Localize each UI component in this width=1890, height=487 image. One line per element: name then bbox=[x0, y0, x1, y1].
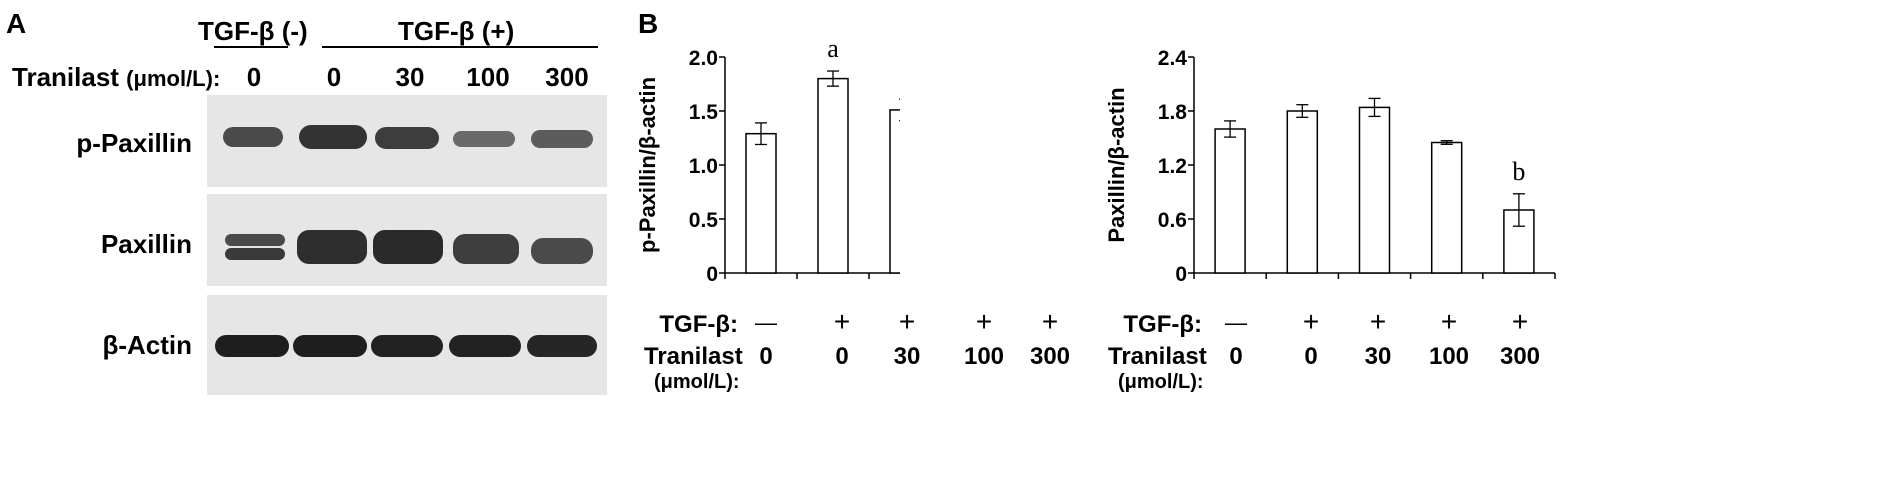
band bbox=[371, 335, 443, 357]
y-tick-label: 1.0 bbox=[689, 155, 718, 178]
tranilast-value: 300 bbox=[1499, 343, 1541, 370]
tgf-minus-header: TGF-β (-) bbox=[198, 16, 308, 46]
bar bbox=[1430, 141, 1463, 274]
bar bbox=[817, 77, 849, 274]
band bbox=[223, 127, 283, 147]
tgf-row-label: TGF-β: bbox=[659, 311, 738, 338]
y-tick-label: 1.5 bbox=[689, 101, 719, 124]
blot-row-label-paxillin: Paxillin bbox=[100, 229, 192, 259]
y-tick-label: 0.5 bbox=[689, 209, 719, 232]
lane-label: 0 bbox=[326, 62, 342, 92]
tgf-sign: + bbox=[1511, 306, 1529, 337]
tranilast-row-label: Tranilast bbox=[644, 343, 743, 370]
tranilast-unit: (μmol/L): bbox=[126, 66, 221, 91]
bar bbox=[1358, 106, 1391, 274]
band bbox=[453, 234, 519, 264]
bar bbox=[889, 109, 900, 274]
band bbox=[297, 230, 367, 264]
tgf-sign: + bbox=[898, 306, 916, 337]
band bbox=[225, 248, 285, 260]
tgf-sign: — bbox=[755, 310, 777, 335]
bar bbox=[1214, 128, 1246, 274]
band bbox=[215, 335, 289, 357]
y-tick-label: 2.0 bbox=[689, 47, 718, 70]
band bbox=[375, 127, 439, 149]
panel-b-letter: B bbox=[638, 8, 659, 39]
band bbox=[453, 131, 515, 147]
unit-row-label: (μmol/L): bbox=[1118, 371, 1204, 393]
tranilast-value: 30 bbox=[1364, 343, 1392, 370]
significance-label: b bbox=[1512, 157, 1525, 186]
band bbox=[225, 234, 285, 246]
lane-label: 300 bbox=[545, 62, 589, 92]
band bbox=[293, 335, 367, 357]
y-tick-label: 1.2 bbox=[1158, 155, 1187, 178]
y-axis-label: Paxillin/β-actin bbox=[1104, 87, 1129, 242]
tgf-plus-underline bbox=[322, 46, 598, 48]
tgf-sign: + bbox=[1440, 306, 1458, 337]
tgf-sign: + bbox=[1041, 306, 1059, 337]
bar bbox=[1286, 110, 1319, 274]
tranilast-value: 0 bbox=[759, 343, 773, 370]
tranilast-label: Tranilast (μmol/L): bbox=[12, 62, 220, 93]
y-tick-label: 0.6 bbox=[1158, 209, 1187, 232]
tgf-plus-header: TGF-β (+) bbox=[398, 16, 515, 46]
tranilast-row-label: Tranilast bbox=[1108, 343, 1207, 370]
blot-row-label-beta-actin: β-Actin bbox=[102, 330, 192, 360]
blot-row-label-p-paxillin: p-Paxillin bbox=[76, 128, 192, 158]
tranilast-value: 100 bbox=[1428, 343, 1470, 370]
y-tick-label: 2.4 bbox=[1158, 47, 1188, 70]
y-tick-label: 1.8 bbox=[1158, 101, 1188, 124]
tgf-minus-underline bbox=[214, 46, 288, 48]
tgf-sign: + bbox=[975, 306, 993, 337]
tgf-row-label: TGF-β: bbox=[1123, 311, 1202, 338]
panel-a-letter: A bbox=[6, 8, 27, 39]
tranilast-value: 300 bbox=[1029, 343, 1071, 370]
tgf-sign: + bbox=[1369, 306, 1387, 337]
lane-label: 100 bbox=[466, 62, 510, 92]
tgf-sign: + bbox=[1302, 306, 1320, 337]
band bbox=[299, 125, 367, 149]
blot-paxillin bbox=[207, 194, 607, 286]
tranilast-value: 30 bbox=[893, 343, 921, 370]
band bbox=[449, 335, 521, 357]
tranilast-value: 0 bbox=[835, 343, 849, 370]
bar-chart-p-paxillin: 00.51.01.52.0p-Paxillin/β-actinabb bbox=[635, 34, 900, 286]
blot-beta-actin bbox=[207, 295, 607, 395]
y-tick-label: 0 bbox=[706, 263, 718, 286]
tgf-sign: — bbox=[1225, 310, 1247, 335]
y-axis-label: p-Paxillin/β-actin bbox=[635, 77, 660, 253]
tranilast-label-text: Tranilast bbox=[12, 62, 119, 92]
blot-p-paxillin bbox=[207, 95, 607, 187]
tranilast-value: 0 bbox=[1304, 343, 1318, 370]
tranilast-value: 100 bbox=[963, 343, 1005, 370]
unit-row-label: (μmol/L): bbox=[654, 371, 740, 393]
band bbox=[527, 335, 597, 357]
band bbox=[373, 230, 443, 264]
y-tick-label: 0 bbox=[1175, 263, 1187, 286]
lane-label: 30 bbox=[395, 62, 425, 92]
band bbox=[531, 238, 593, 264]
significance-label: a bbox=[827, 34, 839, 63]
tgf-sign: + bbox=[833, 306, 851, 337]
tranilast-value: 0 bbox=[1229, 343, 1243, 370]
lane-label: 0 bbox=[246, 62, 262, 92]
band bbox=[531, 130, 593, 148]
